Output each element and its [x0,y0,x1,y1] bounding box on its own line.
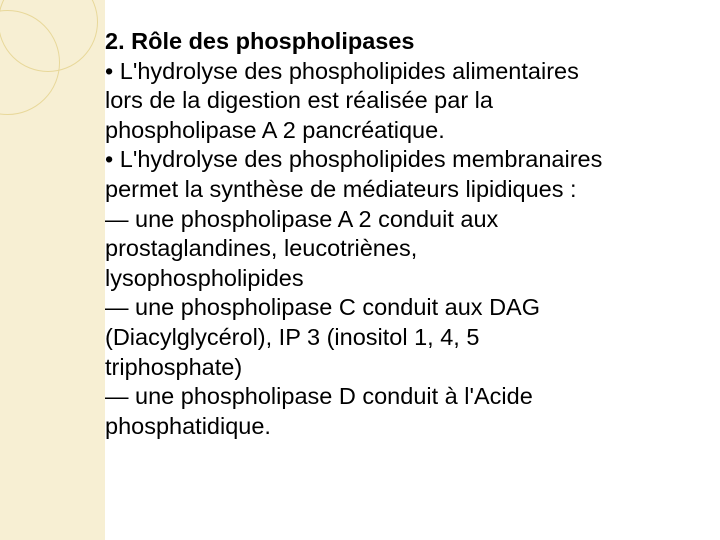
body-line: triphosphate) [105,353,702,383]
slide-heading: 2. Rôle des phospholipases [105,27,702,57]
body-line: lors de la digestion est réalisée par la [105,86,702,116]
body-line: lysophospholipides [105,264,702,294]
body-line: — une phospholipase C conduit aux DAG [105,293,702,323]
body-line: • L'hydrolyse des phospholipides membran… [105,145,702,175]
body-line: permet la synthèse de médiateurs lipidiq… [105,175,702,205]
body-line: • L'hydrolyse des phospholipides aliment… [105,57,702,87]
body-line: prostaglandines, leucotriènes, [105,234,702,264]
body-line: — une phospholipase A 2 conduit aux [105,205,702,235]
body-line: phospholipase A 2 pancréatique. [105,116,702,146]
body-line: — une phospholipase D conduit à l'Acide [105,382,702,412]
body-line: phosphatidique. [105,412,702,442]
body-line: (Diacylglycérol), IP 3 (inositol 1, 4, 5 [105,323,702,353]
slide-content: 2. Rôle des phospholipases • L'hydrolyse… [105,27,702,442]
